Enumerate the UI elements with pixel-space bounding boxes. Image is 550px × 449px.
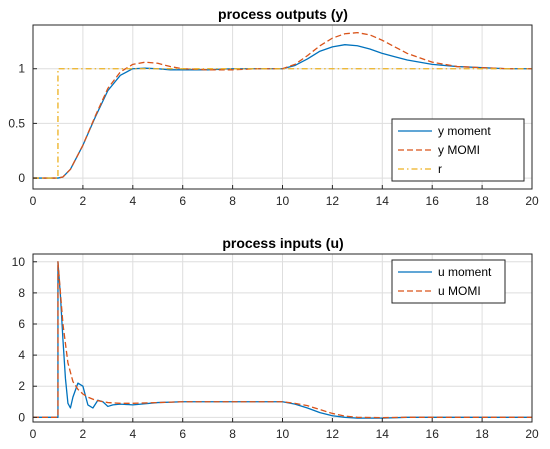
outputs-x-tick-label: 2 (80, 194, 87, 208)
outputs-x-tick-label: 18 (475, 194, 489, 208)
inputs-legend-u-momi-label: u MOMI (438, 284, 481, 298)
inputs-x-tick-label: 0 (30, 427, 37, 441)
outputs-legend-y-momi-label: y MOMI (438, 143, 480, 157)
outputs-y-tick-label: 0.5 (8, 116, 25, 130)
outputs-x-tick-label: 14 (376, 194, 390, 208)
inputs-x-tick-label: 12 (326, 427, 340, 441)
inputs-x-tick-label: 16 (426, 427, 440, 441)
inputs-series-u-momi-line (33, 261, 532, 419)
outputs-x-tick-label: 6 (179, 194, 186, 208)
outputs-x-tick-label: 4 (129, 194, 136, 208)
inputs-x-tick-label: 10 (276, 427, 290, 441)
outputs-tick-labels: 0 2 4 6 8 10 12 14 16 18 20 0 0.5 1 (8, 62, 539, 208)
inputs-y-tick-label: 6 (18, 317, 25, 331)
inputs-x-tick-label: 20 (525, 427, 539, 441)
outputs-plot-title: process outputs (y) (218, 6, 348, 22)
outputs-legend-r-label: r (438, 162, 442, 176)
inputs-series-lines (33, 261, 532, 419)
inputs-x-tick-label: 14 (376, 427, 390, 441)
outputs-series-lines (33, 32, 532, 179)
inputs-legend-box (391, 259, 506, 304)
inputs-y-tick-label: 0 (18, 410, 25, 424)
outputs-x-tick-label: 16 (426, 194, 440, 208)
outputs-legend-y-moment-label: y moment (438, 124, 491, 138)
inputs-x-tick-label: 8 (229, 427, 236, 441)
outputs-x-tick-label: 10 (276, 194, 290, 208)
outputs-y-tick-label: 1 (18, 62, 25, 76)
inputs-legend-u-moment-label: u moment (438, 265, 492, 279)
outputs-x-tick-label: 12 (326, 194, 340, 208)
inputs-x-tick-label: 6 (179, 427, 186, 441)
outputs-y-tick-label: 0 (18, 171, 25, 185)
outputs-x-tick-label: 0 (30, 194, 37, 208)
inputs-plot-title: process inputs (u) (222, 235, 343, 251)
inputs-y-tick-label: 10 (12, 255, 26, 269)
inputs-plot: process inputs (u) 0 2 4 6 8 10 12 14 16 18 20 0 2 4 6… (12, 235, 539, 441)
inputs-legend: u moment u MOMI (391, 259, 506, 304)
inputs-tick-labels: 0 2 4 6 8 10 12 14 16 18 20 0 2 4 6 8 10 (12, 255, 539, 441)
inputs-y-tick-label: 2 (18, 379, 25, 393)
outputs-series-y-momi-line (33, 32, 532, 179)
outputs-x-tick-label: 8 (229, 194, 236, 208)
inputs-y-tick-label: 8 (18, 286, 25, 300)
outputs-legend: y moment y MOMI r (391, 118, 525, 182)
inputs-x-tick-label: 4 (129, 427, 136, 441)
inputs-x-tick-label: 2 (80, 427, 87, 441)
inputs-x-tick-label: 18 (475, 427, 489, 441)
outputs-x-tick-label: 20 (525, 194, 539, 208)
inputs-y-tick-label: 4 (18, 348, 25, 362)
outputs-legend-box (391, 118, 525, 182)
outputs-plot: process outputs (y) 0 2 4 6 8 10 12 14 16 18 20 0 0.… (8, 6, 539, 208)
